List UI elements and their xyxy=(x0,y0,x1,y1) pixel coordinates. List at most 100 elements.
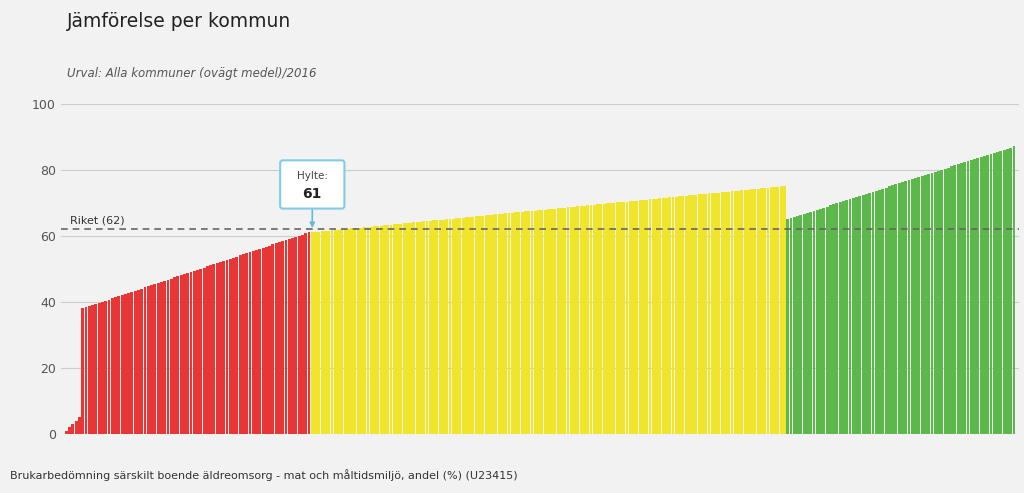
Bar xyxy=(983,156,986,434)
Text: Riket (62): Riket (62) xyxy=(70,216,124,226)
Bar xyxy=(94,304,97,434)
Bar xyxy=(97,303,100,434)
Bar xyxy=(652,199,654,434)
Bar xyxy=(609,203,612,434)
Bar xyxy=(612,203,615,434)
Bar xyxy=(88,306,91,434)
Bar xyxy=(179,275,182,434)
Bar xyxy=(1013,146,1016,434)
Bar xyxy=(940,170,943,434)
Bar xyxy=(154,284,157,434)
Bar xyxy=(438,220,441,434)
Bar xyxy=(124,294,127,434)
Bar xyxy=(386,225,389,434)
Bar xyxy=(228,259,231,434)
Bar xyxy=(449,219,452,434)
Bar xyxy=(989,154,992,434)
Bar xyxy=(779,186,782,434)
Bar xyxy=(101,302,103,434)
Bar xyxy=(570,207,572,434)
Bar xyxy=(465,217,468,434)
Bar xyxy=(426,221,428,434)
Bar xyxy=(442,219,444,434)
Bar xyxy=(285,240,288,434)
Bar xyxy=(337,230,340,434)
Bar xyxy=(740,190,743,434)
Bar xyxy=(751,189,753,434)
Bar xyxy=(645,200,648,434)
Bar xyxy=(432,220,435,434)
Bar xyxy=(836,203,839,434)
Bar xyxy=(626,202,629,434)
Bar xyxy=(967,161,970,434)
Bar xyxy=(274,244,278,434)
Bar xyxy=(193,271,196,434)
Bar xyxy=(816,210,818,434)
Bar xyxy=(950,167,953,434)
Bar xyxy=(347,229,350,434)
Bar xyxy=(544,210,547,434)
Bar xyxy=(344,229,346,434)
Bar xyxy=(350,228,353,434)
Bar xyxy=(937,171,940,434)
Bar xyxy=(422,221,425,434)
Bar xyxy=(81,308,84,434)
Bar xyxy=(825,207,828,434)
Bar xyxy=(882,189,885,434)
Text: Hylte:: Hylte: xyxy=(297,171,328,181)
Bar xyxy=(701,194,703,434)
Bar xyxy=(307,232,310,434)
Bar xyxy=(977,158,979,434)
Bar xyxy=(416,222,419,434)
Bar xyxy=(282,241,285,434)
Bar xyxy=(665,198,668,434)
Bar xyxy=(636,201,638,434)
Bar xyxy=(620,202,622,434)
Bar xyxy=(849,199,852,434)
Bar xyxy=(222,261,225,434)
Bar xyxy=(734,191,736,434)
Bar xyxy=(271,245,274,434)
Bar xyxy=(206,267,209,434)
Bar xyxy=(858,196,861,434)
Bar xyxy=(268,246,271,434)
Bar xyxy=(921,176,924,434)
Bar xyxy=(340,229,343,434)
Bar xyxy=(993,153,995,434)
Bar xyxy=(242,254,245,434)
Bar xyxy=(632,201,635,434)
Bar xyxy=(508,213,510,434)
Bar xyxy=(225,260,228,434)
Bar xyxy=(370,227,373,434)
Bar xyxy=(146,286,150,434)
Bar xyxy=(852,198,855,434)
Bar xyxy=(961,163,963,434)
Bar xyxy=(691,195,694,434)
Bar xyxy=(203,268,206,434)
Bar xyxy=(462,217,465,434)
Bar xyxy=(819,209,822,434)
Bar xyxy=(1006,148,1009,434)
Bar xyxy=(573,207,577,434)
Bar xyxy=(685,196,687,434)
Bar xyxy=(468,217,471,434)
Bar xyxy=(501,214,504,434)
Bar xyxy=(232,258,236,434)
Bar xyxy=(566,207,569,434)
Bar xyxy=(396,224,399,434)
Bar xyxy=(773,187,776,434)
Bar xyxy=(1010,147,1012,434)
Bar xyxy=(104,301,108,434)
Bar xyxy=(324,231,327,434)
Bar xyxy=(770,187,773,434)
Bar xyxy=(255,250,258,434)
Bar xyxy=(669,197,671,434)
Bar xyxy=(475,216,477,434)
Bar xyxy=(304,234,307,434)
Bar xyxy=(803,214,806,434)
Text: 61: 61 xyxy=(302,187,322,201)
Bar xyxy=(209,265,212,434)
Bar xyxy=(265,246,268,434)
Bar xyxy=(675,197,678,434)
Bar xyxy=(377,226,379,434)
